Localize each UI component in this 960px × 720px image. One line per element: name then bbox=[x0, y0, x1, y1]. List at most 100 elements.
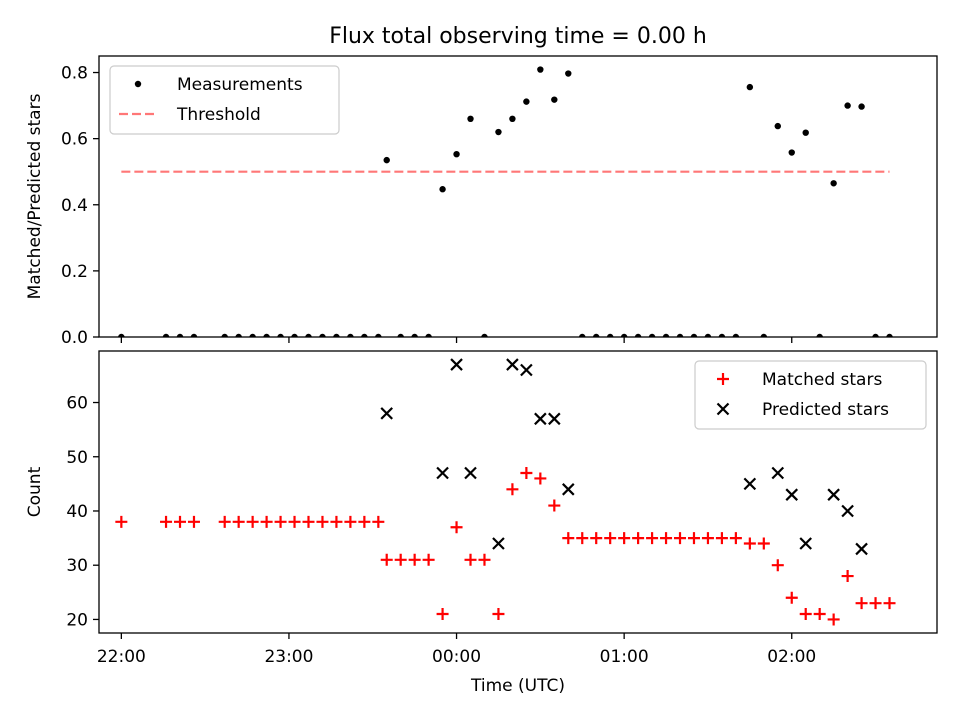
measurement-point bbox=[221, 333, 228, 337]
matched-star-point bbox=[115, 515, 128, 528]
matched-star-point bbox=[813, 608, 826, 621]
measurement-point bbox=[551, 96, 558, 103]
matched-star-point bbox=[576, 532, 589, 545]
measurement-point bbox=[333, 333, 340, 337]
matched-star-point bbox=[492, 608, 505, 621]
matched-star-point bbox=[869, 597, 882, 610]
measurement-point bbox=[263, 333, 270, 337]
y-tick-label: 30 bbox=[66, 556, 88, 576]
matched-star-point bbox=[660, 532, 673, 545]
measurement-point bbox=[872, 333, 879, 337]
predicted-star-point bbox=[743, 477, 757, 491]
measurement-point bbox=[361, 333, 368, 337]
matched-star-point bbox=[632, 532, 645, 545]
measurement-point bbox=[439, 186, 446, 193]
measurement-point bbox=[190, 333, 198, 337]
measurement-point bbox=[523, 98, 530, 105]
y-tick-label: 20 bbox=[66, 610, 88, 630]
predicted-star-point bbox=[436, 466, 449, 480]
matched-star-point bbox=[590, 532, 603, 545]
predicted-star-point bbox=[855, 542, 868, 556]
matched-star-point bbox=[646, 532, 659, 545]
measurement-point bbox=[690, 333, 698, 337]
y-axis-label: Count bbox=[25, 466, 45, 517]
measurement-point bbox=[844, 102, 851, 109]
matched-star-point bbox=[358, 515, 371, 528]
measurement-point bbox=[816, 333, 823, 337]
legend-box bbox=[694, 360, 927, 430]
y-tick-label: 0.2 bbox=[61, 262, 88, 282]
measurement-point bbox=[579, 333, 586, 337]
measurement-point bbox=[802, 129, 809, 136]
matched-star-point bbox=[855, 597, 868, 610]
measurement-point bbox=[118, 333, 125, 337]
measurement-point bbox=[648, 333, 656, 337]
matched-star-point bbox=[729, 532, 742, 545]
matched-star-point bbox=[274, 515, 287, 528]
measurement-point bbox=[509, 115, 516, 123]
legend-box bbox=[109, 65, 340, 135]
y-tick-label: 0.6 bbox=[61, 130, 88, 150]
axes-frame bbox=[98, 55, 938, 338]
legend-label: Measurements bbox=[177, 75, 303, 95]
legend-dot-swatch bbox=[134, 80, 142, 88]
matched-star-point bbox=[450, 521, 463, 534]
bottom-panel: 20 30 40 50 60 22:00 23:00 00:00 01:00 02:00 Count… bbox=[25, 350, 938, 696]
x-tick-label: 22:00 bbox=[97, 647, 146, 667]
measurement-point bbox=[830, 180, 837, 187]
matched-star-point bbox=[883, 597, 896, 610]
measurement-point bbox=[858, 103, 865, 110]
measurement-point bbox=[467, 115, 474, 123]
matched-star-point bbox=[674, 532, 687, 545]
measurement-point bbox=[606, 333, 614, 337]
legend-label: Matched stars bbox=[762, 370, 882, 390]
y-tick-label: 0.8 bbox=[61, 64, 88, 84]
measurement-point bbox=[718, 333, 726, 337]
x-axis-label: Time (UTC) bbox=[470, 676, 565, 696]
predicted-star-point bbox=[799, 537, 812, 550]
measurement-point bbox=[886, 333, 893, 337]
measurement-point bbox=[176, 333, 184, 337]
measurement-point bbox=[397, 333, 404, 337]
matched-star-point bbox=[743, 537, 756, 550]
matched-star-point bbox=[687, 532, 700, 545]
measurement-point bbox=[291, 333, 298, 337]
predicted-star-point bbox=[548, 412, 561, 426]
y-tick-label: 40 bbox=[66, 502, 88, 522]
measurement-point bbox=[774, 122, 781, 130]
matched-star-point bbox=[785, 591, 798, 604]
y-tick-label: 0.0 bbox=[61, 328, 88, 348]
axes-frame bbox=[98, 350, 938, 634]
top-panel: Flux total observing time = 0.00 h 0.0 0.2… bbox=[25, 24, 938, 348]
matched-star-point bbox=[372, 515, 385, 528]
matched-star-point bbox=[715, 532, 728, 545]
series-measurements bbox=[118, 66, 893, 337]
y-axis-label: Matched/Predicted stars bbox=[25, 93, 45, 299]
matched-star-point bbox=[478, 553, 491, 566]
measurement-point bbox=[235, 333, 242, 337]
predicted-star-point bbox=[492, 537, 505, 550]
matched-star-point bbox=[246, 515, 259, 528]
predicted-star-point bbox=[534, 412, 547, 426]
measurement-point bbox=[704, 333, 712, 337]
matched-star-point bbox=[827, 613, 840, 626]
measurement-point bbox=[746, 83, 754, 91]
measurement-point bbox=[277, 333, 284, 337]
matched-star-point bbox=[604, 532, 617, 545]
y-tick-label: 50 bbox=[66, 448, 88, 468]
chart-title: Flux total observing time = 0.00 h bbox=[329, 24, 707, 49]
x-tick-label: 02:00 bbox=[767, 647, 816, 667]
measurement-point bbox=[760, 333, 768, 337]
matched-star-point bbox=[799, 608, 812, 621]
measurement-point bbox=[634, 333, 642, 337]
matched-star-point bbox=[506, 483, 519, 496]
matched-star-point bbox=[330, 515, 343, 528]
legend-label: Predicted stars bbox=[762, 400, 889, 420]
plot-area bbox=[115, 358, 896, 626]
matched-star-point bbox=[232, 515, 245, 528]
matched-star-point bbox=[534, 472, 547, 485]
measurement-point bbox=[565, 70, 572, 77]
matched-star-point bbox=[394, 553, 407, 566]
matched-star-point bbox=[408, 553, 421, 566]
